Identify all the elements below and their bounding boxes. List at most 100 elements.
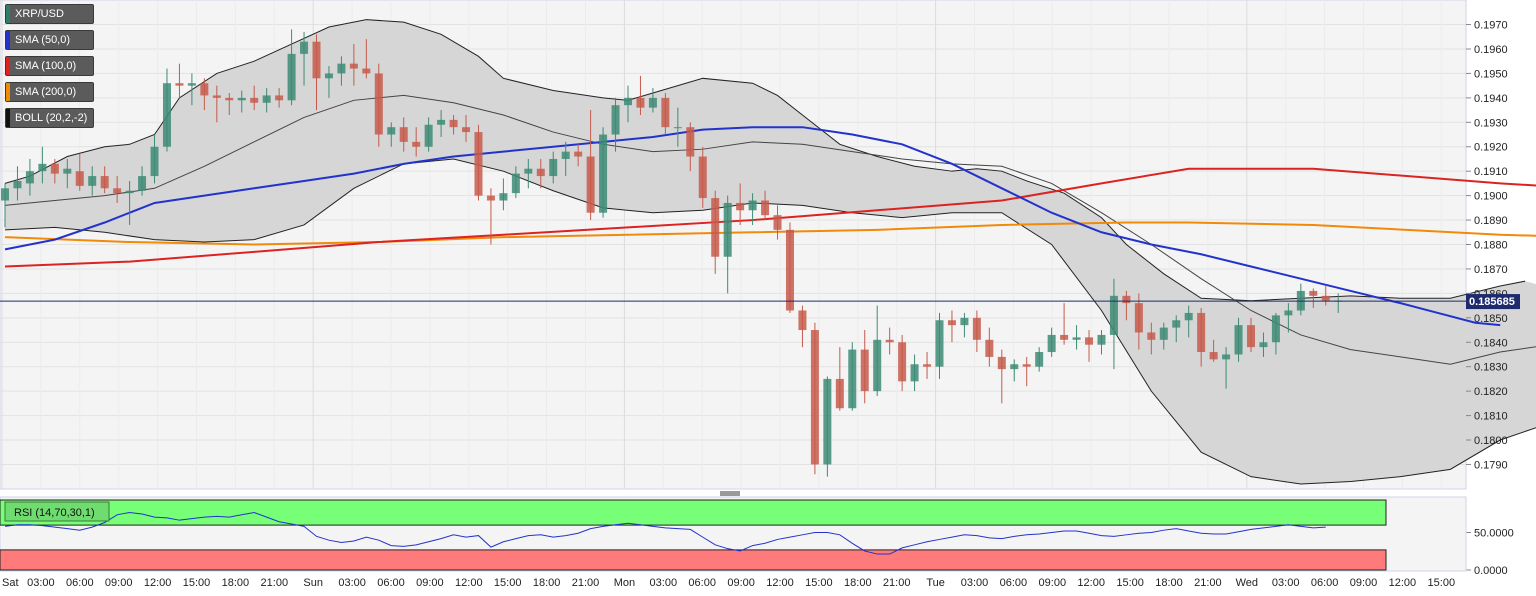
candle [723,195,732,294]
candle-body [187,83,196,86]
legend-item-sma50[interactable]: SMA (50,0) [5,30,95,50]
candle-body [275,95,284,101]
bollinger-upper-line [4,19,1526,302]
x-tick-label: 03:00 [961,577,989,589]
candle-body [736,202,745,211]
x-tick-label: Sat [2,577,19,589]
candle-body [499,193,508,201]
time-axis: Sat 03:00 06:00 09:00 12:00 15:00 18:00 21:00 Su… [2,577,1455,589]
candle-body [536,168,545,177]
candle [773,205,782,240]
candle [1085,330,1094,362]
candle-body [13,180,22,189]
legend-item-symbol[interactable]: XRP/USD [5,4,95,24]
bollinger-bands [4,19,1536,485]
candle-body [586,156,595,213]
candle [923,352,932,379]
candle [63,158,72,189]
y-tick-label: 0.1910 [1474,166,1508,178]
y-tick-label: 0.1810 [1474,411,1508,423]
candle [75,154,84,191]
y-tick-label: 0.1950 [1474,68,1508,80]
candle [848,342,857,411]
candle [138,166,147,196]
candle-body [1085,337,1094,345]
candle [960,312,969,338]
x-tick-label: 09:00 [727,577,755,589]
candle [200,78,209,111]
candle-body [474,132,483,196]
y-tick-label: 0.1840 [1474,337,1508,349]
candle-body [661,97,670,128]
y-tick-label: 0.1970 [1474,20,1508,32]
legend-label: BOLL (20,2,-2) [15,112,88,124]
x-tick-label: 06:00 [1311,577,1339,589]
candle-body [1097,334,1106,345]
candle-body [1259,342,1268,348]
candle-body [773,215,782,230]
candle [947,310,956,343]
candle [287,29,296,106]
candle-body [947,320,956,326]
indicator-legend: XRP/USD SMA (50,0) SMA (100,0) SMA (200,… [5,4,95,134]
x-tick-label: 12:00 [1389,577,1417,589]
candle [1134,293,1143,350]
x-tick-label: 12:00 [1077,577,1105,589]
candle-body [38,163,47,172]
legend-label: SMA (200,0) [15,86,77,98]
candle-body [100,176,109,189]
candle-body [374,73,383,135]
y-tick-label: 0.1880 [1474,240,1508,252]
candle [748,193,757,225]
candle-body [125,190,134,194]
candle [636,75,645,115]
candle [449,114,458,135]
candle-body [1321,295,1330,301]
x-tick-label: 03:00 [1272,577,1300,589]
candle-body [1309,290,1318,296]
bollinger-mid-line [4,94,1536,365]
candle [150,134,159,184]
candle [785,222,794,313]
x-tick-label: 21:00 [572,577,600,589]
candle [1035,347,1044,372]
candle [524,158,533,189]
candle-body [1284,310,1293,316]
candle-body [972,317,981,340]
legend-item-sma200[interactable]: SMA (200,0) [5,82,95,102]
x-tick-label: 06:00 [66,577,94,589]
rsi-label-box[interactable]: RSI (14,70,30,1) [4,501,110,522]
candle [536,158,545,189]
y-tick-label: 0.1820 [1474,386,1508,398]
candle-body [262,95,271,103]
candle-body [1134,303,1143,333]
candle-body [761,200,770,216]
candle [624,85,632,123]
candle-body [25,171,34,184]
candle-body [437,119,446,125]
candle-body [511,173,520,194]
candle [673,107,682,147]
candle-body [1197,312,1206,353]
x-tick-label: 06:00 [688,577,716,589]
candle [275,88,284,108]
candle-body [138,176,147,191]
candle-body [848,349,857,409]
y-tick-label: 0.1830 [1474,362,1508,374]
candle [462,114,471,142]
candle-body [312,41,321,79]
bollinger-band-area [5,19,1536,484]
x-tick-label: 15:00 [805,577,833,589]
legend-item-boll[interactable]: BOLL (20,2,-2) [5,108,95,128]
candle [661,92,670,135]
candle-body [923,364,932,367]
candle-body [748,200,757,211]
legend-item-sma100[interactable]: SMA (100,0) [5,56,95,76]
rsi-label-background [4,501,110,522]
candle-body [225,97,234,101]
panel-divider[interactable] [720,491,740,496]
resize-handle[interactable] [720,491,740,496]
candle [374,63,383,147]
sma100-line [4,167,1536,268]
main-panel [0,0,1536,490]
